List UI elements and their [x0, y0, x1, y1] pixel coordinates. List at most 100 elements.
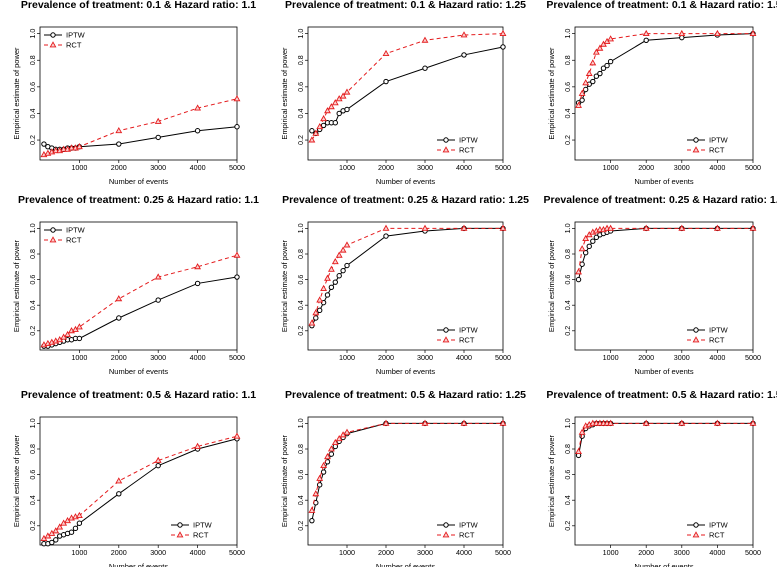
legend-marker-iptw [177, 522, 183, 528]
data-point-rct [343, 88, 351, 95]
data-point-rct [115, 295, 123, 302]
y-tick-label: 0.4 [296, 108, 305, 118]
data-point-iptw [679, 34, 685, 41]
x-tick-label: 5000 [745, 353, 761, 362]
x-tick-label: 4000 [190, 353, 206, 362]
x-tick-label: 2000 [378, 548, 394, 557]
x-tick-label: 5000 [745, 163, 761, 172]
x-tick-label: 5000 [745, 548, 761, 557]
y-tick-label: 0.6 [28, 470, 37, 480]
data-point-rct [499, 224, 507, 231]
x-tick-label: 4000 [190, 163, 206, 172]
legend-marker-rct [442, 531, 450, 538]
y-tick-label: 0.4 [28, 108, 37, 118]
legend-marker-rct [442, 336, 450, 343]
x-axis-label: Number of events [634, 177, 693, 186]
data-point-rct [194, 263, 202, 270]
legend-marker-iptw [443, 137, 449, 143]
data-point-rct [194, 442, 202, 449]
legend-marker-rct [49, 41, 57, 48]
y-tick-label: 0.4 [563, 495, 572, 505]
data-point-iptw [116, 491, 122, 497]
x-tick-label: 4000 [456, 353, 472, 362]
legend-label-rct: RCT [66, 236, 82, 245]
x-tick-label: 2000 [111, 163, 127, 172]
data-point-iptw [332, 120, 338, 126]
data-point-rct [592, 48, 600, 55]
data-point-iptw [597, 70, 603, 77]
series-line-rct [311, 33, 504, 141]
x-tick-label: 3000 [150, 353, 166, 362]
data-point-rct [585, 69, 593, 76]
data-point-iptw [76, 520, 83, 526]
data-point-rct [589, 59, 597, 66]
data-point-rct [316, 123, 324, 130]
x-tick-label: 2000 [638, 548, 654, 557]
x-tick-label: 3000 [417, 353, 433, 362]
panel-title: Prevalence of treatment: 0.1 & Hazard ra… [285, 0, 526, 11]
data-point-rct [713, 224, 721, 231]
data-point-rct [499, 419, 507, 426]
data-point-iptw [332, 279, 338, 285]
data-point-rct [154, 456, 162, 463]
data-point-iptw [53, 537, 59, 543]
y-axis-label: Empirical estimate of power [280, 47, 289, 140]
data-point-iptw [116, 315, 122, 321]
data-point-rct [713, 29, 721, 37]
x-axis-label: Number of events [109, 562, 168, 567]
x-tick-label: 4000 [709, 163, 725, 172]
panel-title: Prevalence of treatment: 0.25 & Hazard r… [18, 194, 259, 206]
data-point-rct [320, 461, 328, 469]
y-tick-label: 0.6 [563, 82, 572, 92]
legend-marker-iptw [443, 522, 449, 528]
y-tick-label: 0.6 [296, 470, 305, 480]
y-axis-label: Empirical estimate of power [547, 47, 556, 140]
x-tick-label: 5000 [229, 353, 245, 362]
data-point-rct [499, 29, 507, 37]
data-point-rct [52, 527, 60, 534]
y-tick-label: 1.0 [296, 223, 305, 233]
data-point-iptw [317, 307, 323, 314]
y-axis-label: Empirical estimate of power [12, 239, 21, 332]
x-tick-label: 1000 [603, 548, 619, 557]
data-point-iptw [68, 529, 75, 535]
series-line-iptw [578, 422, 753, 456]
legend-label-rct: RCT [66, 41, 82, 50]
data-point-rct [421, 224, 429, 231]
plot-frame [307, 416, 504, 546]
legend-marker-rct [49, 236, 57, 243]
x-axis-label: Number of events [376, 562, 435, 567]
data-point-iptw [328, 451, 335, 457]
legend-marker-rct [176, 531, 184, 538]
data-point-rct [678, 419, 686, 426]
legend-marker-rct [692, 336, 700, 343]
x-tick-label: 1000 [71, 548, 87, 557]
y-tick-label: 0.6 [563, 470, 572, 480]
data-point-iptw [155, 462, 161, 469]
x-tick-label: 4000 [456, 163, 472, 172]
data-point-rct [582, 79, 590, 86]
data-point-rct [678, 224, 686, 231]
panel-title: Prevalence of treatment: 0.1 & Hazard ra… [21, 0, 256, 11]
data-point-iptw [383, 233, 389, 239]
data-point-iptw [582, 250, 589, 256]
data-point-rct [68, 144, 75, 151]
data-point-rct [312, 309, 320, 316]
data-point-iptw [155, 297, 161, 303]
plot-frame [307, 221, 504, 351]
legend-marker-rct [442, 146, 450, 153]
y-tick-label: 1.0 [28, 418, 37, 428]
legend-label-iptw: IPTW [193, 521, 213, 530]
data-point-iptw [324, 292, 331, 298]
y-tick-label: 0.6 [28, 275, 37, 285]
y-tick-label: 0.4 [563, 108, 572, 118]
data-point-iptw [320, 122, 327, 129]
data-point-iptw [336, 273, 342, 279]
y-axis-label: Empirical estimate of power [547, 239, 556, 332]
x-tick-label: 1000 [339, 163, 355, 172]
y-tick-label: 0.8 [28, 55, 37, 65]
x-tick-label: 2000 [638, 163, 654, 172]
x-tick-label: 3000 [150, 548, 166, 557]
